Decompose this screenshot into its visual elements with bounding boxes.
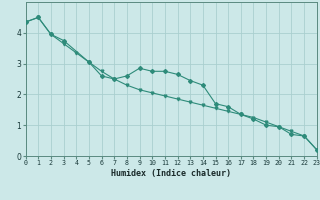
X-axis label: Humidex (Indice chaleur): Humidex (Indice chaleur) bbox=[111, 169, 231, 178]
